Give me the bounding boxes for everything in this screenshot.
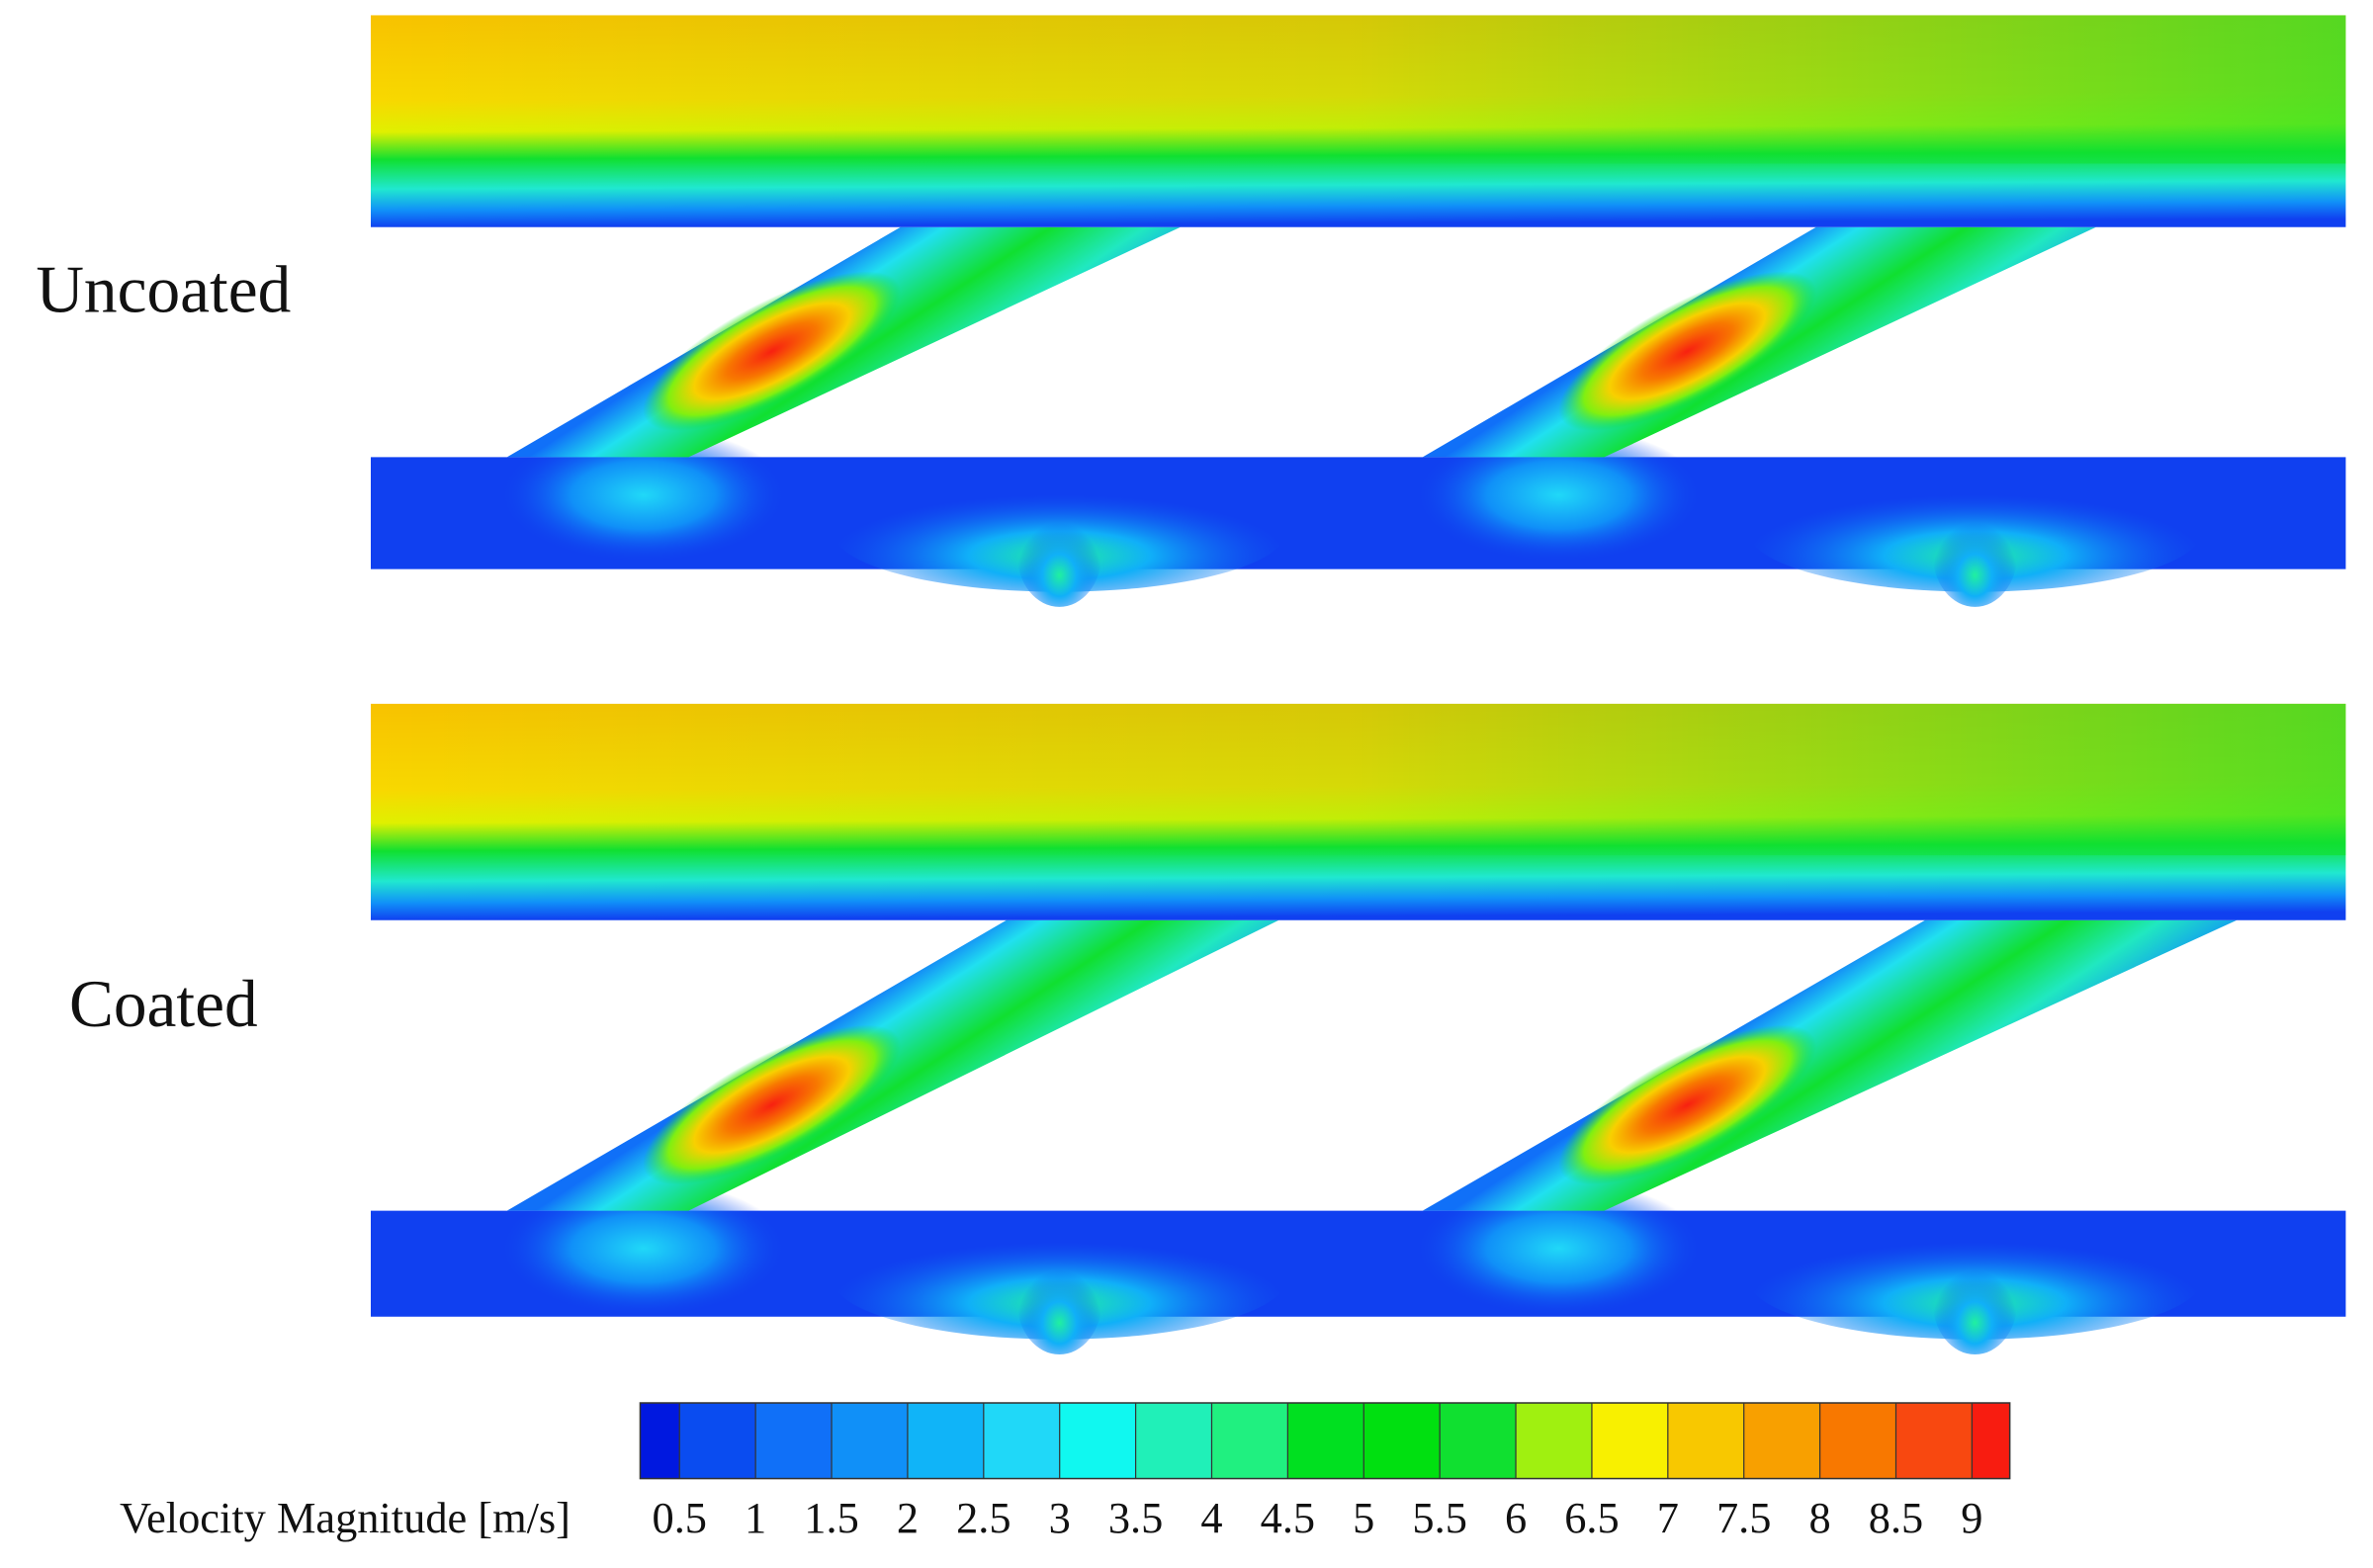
colorbar-tick-label: 3: [1049, 1493, 1071, 1542]
foot-zone: [499, 426, 787, 564]
colorbar-tick-label: 9: [1961, 1493, 1982, 1542]
colorbar-tick-label: 2.5: [956, 1493, 1011, 1542]
jet-core: [1558, 1024, 1817, 1185]
colorbar-segment: [1135, 1403, 1212, 1479]
colorbar-segment: [755, 1403, 833, 1479]
colorbar-tick-label: 1: [745, 1493, 766, 1542]
colorbar-tick-label: 2: [897, 1493, 919, 1542]
colorbar-tick-label: 4.5: [1261, 1493, 1315, 1542]
colorbar-tick-label: 0.5: [653, 1493, 707, 1542]
colorbar-title: Velocity Magnitude [m/s]: [120, 1493, 571, 1542]
panel-label: Uncoated: [36, 253, 291, 327]
top-channel-shade: [371, 703, 2346, 856]
colorbar-segment: [1363, 1403, 1441, 1479]
colorbar-tick-label: 4: [1200, 1493, 1222, 1542]
contour-panel: [371, 15, 2346, 607]
foot-zone: [499, 1180, 787, 1317]
plume-core: [1932, 1248, 2018, 1355]
colorbar-tick-label: 6.5: [1564, 1493, 1619, 1542]
colorbar-tick-label: 7: [1657, 1493, 1679, 1542]
plume-core: [1932, 500, 2018, 607]
colorbar-segment: [1972, 1403, 2010, 1479]
colorbar-segment: [1287, 1403, 1364, 1479]
jet-core: [643, 1024, 902, 1185]
foot-zone: [1415, 426, 1703, 564]
colorbar-segment: [907, 1403, 984, 1479]
colorbar-tick-label: 8: [1809, 1493, 1831, 1542]
colorbar-tick-label: 1.5: [804, 1493, 858, 1542]
branch: [1422, 919, 2238, 1211]
jet-core: [643, 271, 902, 432]
colorbar-segment: [1743, 1403, 1820, 1479]
colorbar-segment: [832, 1403, 908, 1479]
plume-core: [1016, 1248, 1102, 1355]
colorbar-segment: [1819, 1403, 1896, 1479]
colorbar-segment: [1895, 1403, 1973, 1479]
jet-core: [1558, 271, 1817, 432]
colorbar-tick-label: 3.5: [1108, 1493, 1163, 1542]
contour-panel: [371, 703, 2346, 1355]
colorbar-segment: [1591, 1403, 1668, 1479]
colorbar-tick-label: 7.5: [1716, 1493, 1771, 1542]
colorbar-tick-label: 5: [1353, 1493, 1374, 1542]
foot-zone: [1415, 1180, 1703, 1317]
colorbar-segment: [1440, 1403, 1517, 1479]
colorbar-frame: [639, 1402, 2011, 1480]
colorbar-segment: [1667, 1403, 1744, 1479]
colorbar-tick-label: 8.5: [1869, 1493, 1923, 1542]
colorbar-segment: [640, 1403, 680, 1479]
colorbar-segment: [983, 1403, 1060, 1479]
colorbar-tick-label: 5.5: [1412, 1493, 1466, 1542]
top-channel-shade: [371, 15, 2346, 164]
colorbar: 0.5 1 1.5 2 2.5 3 3.5 4 4.5 5 5.5 6 6.5 7 7.5 8 8.5 9: [639, 1402, 2011, 1542]
colorbar-segment: [679, 1403, 756, 1479]
colorbar-segment: [1211, 1403, 1288, 1479]
colorbar-segment: [1059, 1403, 1136, 1479]
colorbar-tick-label: 6: [1505, 1493, 1527, 1542]
panel-label: Coated: [69, 967, 258, 1041]
colorbar-segment: [1516, 1403, 1592, 1479]
plume-core: [1016, 500, 1102, 607]
